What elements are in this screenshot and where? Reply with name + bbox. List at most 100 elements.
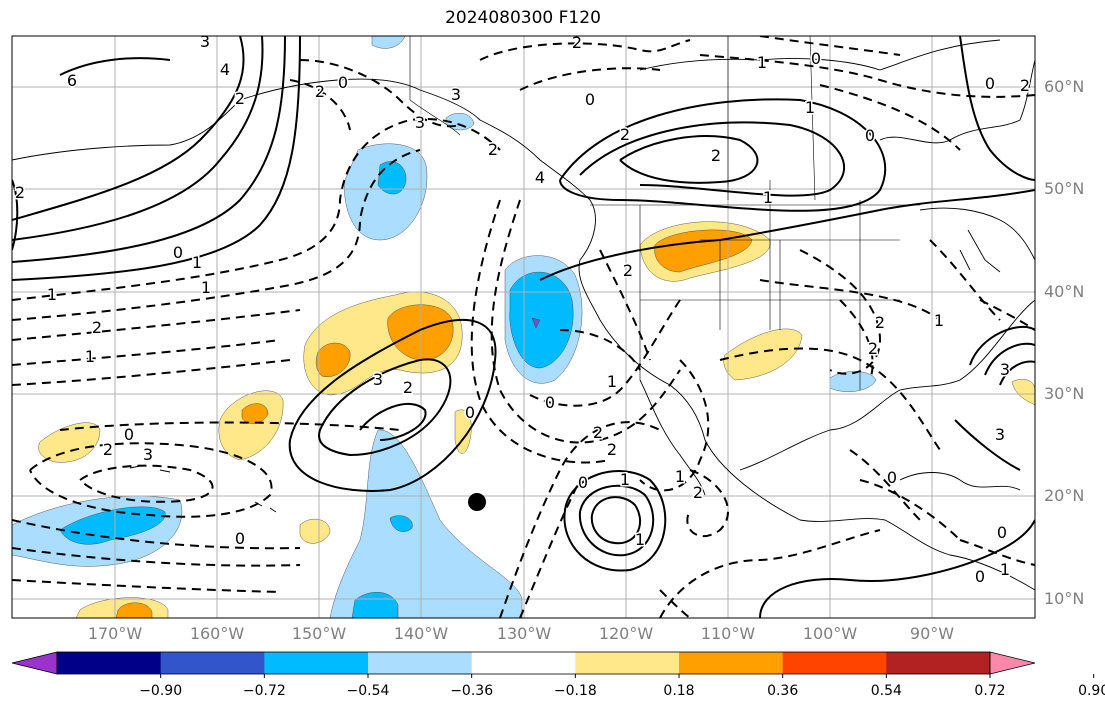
contour-label: 2 <box>488 140 498 159</box>
contour-label: 2 <box>92 318 102 337</box>
contour-label: 2 <box>235 89 245 108</box>
contour-label: 3 <box>1000 360 1010 379</box>
lon-label: 170°W <box>87 624 143 643</box>
contour-label: 2 <box>607 440 617 459</box>
contour-label: 6 <box>67 71 77 90</box>
contour-label: 3 <box>415 113 425 132</box>
lat-label: 40°N <box>1044 282 1085 301</box>
colorbar-segment <box>160 652 265 674</box>
shade-yellow-hawaii <box>38 422 101 463</box>
lon-label: 120°W <box>598 624 654 643</box>
shade-orange-central2 <box>315 342 351 377</box>
contour-label: 2 <box>868 339 878 358</box>
contour-label: 0 <box>865 126 875 145</box>
lon-label: 130°W <box>496 624 552 643</box>
colorbar-segment <box>679 652 784 674</box>
contour-label: 0 <box>465 403 475 422</box>
shade-yellow-sw <box>723 328 803 381</box>
contour-label: 4 <box>535 168 545 187</box>
contour-label: 1 <box>757 53 767 72</box>
contour-label: 0 <box>975 567 985 586</box>
colorbar-tick-label: −0.90 <box>139 683 183 699</box>
contour-label: 0 <box>578 473 588 492</box>
lon-label: 140°W <box>393 624 449 643</box>
shade-yellow-east <box>1011 379 1035 406</box>
lon-label: 160°W <box>189 624 245 643</box>
contour-label: 1 <box>192 253 202 272</box>
shade-purple-ca <box>531 317 541 329</box>
shade-blue-plume1 <box>389 515 413 532</box>
contour-label: 1 <box>47 285 57 304</box>
colorbar-segment <box>886 652 991 674</box>
colorbar-segment <box>57 652 162 674</box>
lat-label: 20°N <box>1044 486 1085 505</box>
contour-label: 3 <box>200 32 210 51</box>
contour-label: 2 <box>623 261 633 280</box>
contour-label: 0 <box>338 73 348 92</box>
contour-label: 4 <box>220 60 230 79</box>
contour-label: 1 <box>620 470 630 489</box>
contour-label: 3 <box>995 425 1005 444</box>
map-content <box>12 36 1035 618</box>
shade-orange-bottom <box>115 602 153 618</box>
contour-label: 2 <box>1020 76 1030 95</box>
contour-label: 1 <box>1000 560 1010 579</box>
dashed-contours <box>12 36 1035 618</box>
lat-label: 30°N <box>1044 384 1085 403</box>
contour-label: 3 <box>451 85 461 104</box>
contour-label: 1 <box>201 278 211 297</box>
contour-label: 1 <box>934 311 944 330</box>
colorbar-tick-label: −0.36 <box>450 683 494 699</box>
colorbar-tick-label: −0.18 <box>553 683 597 699</box>
contour-label: 1 <box>635 530 645 549</box>
shade-blue-ca <box>509 271 574 369</box>
colorbar-outline <box>56 651 991 675</box>
lat-label: 50°N <box>1044 179 1085 198</box>
lat-label: 60°N <box>1044 77 1085 96</box>
contour-label: 3 <box>373 370 383 389</box>
contour-label: 2 <box>315 82 325 101</box>
colorbar-tick-label: −0.54 <box>346 683 390 699</box>
contour-label: 2 <box>103 440 113 459</box>
contour-label: 0 <box>585 90 595 109</box>
contour-label: 0 <box>985 74 995 93</box>
contour-label: 2 <box>711 146 721 165</box>
shade-yellow-west2 <box>218 390 284 461</box>
political-borders <box>409 36 920 390</box>
shade-light-blue-plume <box>329 429 523 618</box>
map-frame <box>11 35 1036 619</box>
shade-yellow-small <box>299 518 331 544</box>
colorbar-extend-min <box>11 651 58 675</box>
colorbar-tick-label: 0.72 <box>974 683 1006 699</box>
colorbar-tick-label: 0.18 <box>663 683 695 699</box>
storm-position-marker <box>468 493 486 511</box>
contour-label: 0 <box>887 468 897 487</box>
colorbar-tick-label: 0.90 <box>1078 683 1105 699</box>
chart-title: 2024080300 F120 <box>445 8 601 28</box>
lat-label: 10°N <box>1044 589 1085 608</box>
contour-label: 1 <box>763 188 773 207</box>
contour-label: 1 <box>607 372 617 391</box>
lon-label: 150°W <box>291 624 347 643</box>
colorbar-tick-label: −0.72 <box>242 683 286 699</box>
contour-label: 2 <box>693 483 703 502</box>
lon-label: 110°W <box>700 624 756 643</box>
contour-label: 0 <box>997 523 1007 542</box>
contour-label: 2 <box>620 125 630 144</box>
contour-label: 0 <box>811 49 821 68</box>
contour-label: 2 <box>572 33 582 52</box>
shade-light-blue-top <box>371 36 406 49</box>
colorbar-tick-label: 0.36 <box>767 683 799 699</box>
colorbar-tick-label: 0.54 <box>870 683 902 699</box>
colorbar-segment <box>782 652 887 674</box>
contour-label: 2 <box>403 378 413 397</box>
lon-label: 90°W <box>909 624 955 643</box>
contour-label: 0 <box>545 393 555 412</box>
contour-label: 2 <box>15 183 25 202</box>
lon-label: 100°W <box>802 624 858 643</box>
contour-label: 1 <box>675 467 685 486</box>
colorbar <box>11 651 1095 678</box>
contour-label: 2 <box>875 313 885 332</box>
colorbar-segment <box>368 652 473 674</box>
